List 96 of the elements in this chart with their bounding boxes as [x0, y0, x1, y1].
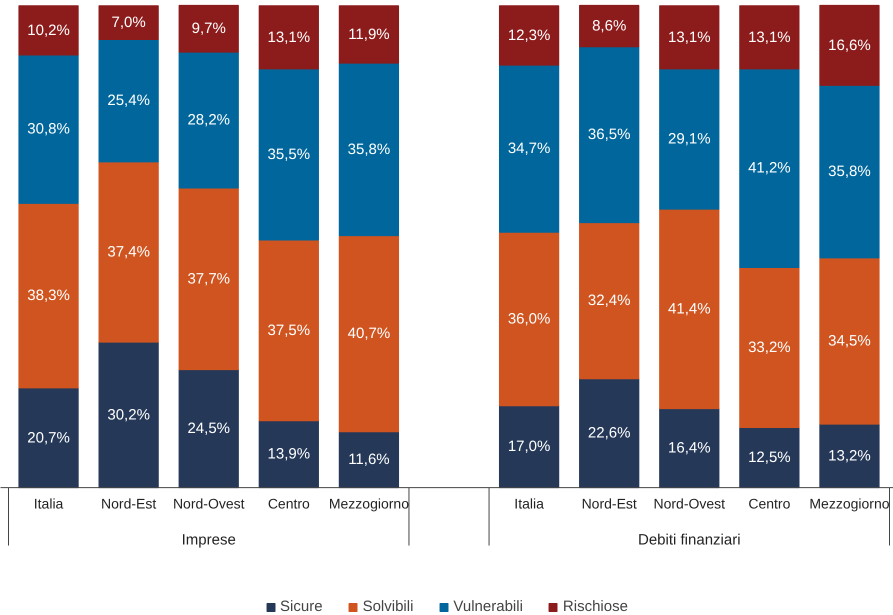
data-label: 36,0% [508, 310, 550, 328]
data-label: 7,0% [112, 14, 146, 32]
bar [739, 426, 800, 488]
x-tick-label: Mezzogiorno [809, 496, 890, 512]
bar [498, 5, 560, 66]
bar [178, 52, 239, 188]
data-label: 36,5% [588, 126, 630, 144]
bar [98, 5, 159, 40]
data-label: 40,7% [348, 325, 390, 342]
bar [579, 46, 640, 224]
x-tick-label: Mezzogiorno [328, 496, 410, 512]
data-label: 37,7% [187, 270, 230, 288]
data-label: 12,3% [508, 26, 550, 44]
bar [18, 5, 79, 56]
data-label: 8,6% [592, 18, 626, 35]
x-tick-label: Centro [748, 496, 791, 512]
data-label: 12,5% [748, 449, 791, 466]
data-label: 13,1% [668, 28, 711, 46]
data-label: 28,2% [187, 112, 230, 129]
x-tick-label: Nord-Est [582, 496, 637, 512]
bar [18, 202, 79, 388]
bar [739, 68, 800, 268]
bar [659, 208, 720, 410]
data-label: 37,4% [107, 244, 150, 261]
data-label: 35,8% [828, 163, 871, 180]
bar [659, 68, 720, 210]
data-label: 41,4% [668, 300, 711, 318]
data-label: 34,7% [508, 140, 550, 158]
legend-label: Rischiose [562, 598, 628, 615]
bar [819, 424, 880, 488]
data-label: 13,9% [268, 446, 310, 463]
data-label: 13,2% [828, 447, 871, 464]
data-label: 11,6% [348, 451, 390, 468]
bar [819, 4, 880, 86]
bar [338, 62, 400, 236]
data-label: 41,2% [748, 160, 791, 177]
bar [98, 161, 159, 343]
bar [739, 266, 800, 428]
data-label: 24,5% [187, 420, 230, 438]
bar [18, 387, 79, 488]
bar [659, 408, 720, 488]
data-label: 32,4% [588, 292, 630, 310]
bar [819, 257, 880, 425]
x-tick-label: Nord-Ovest [172, 496, 245, 512]
data-label: 17,0% [508, 438, 550, 456]
bar [498, 64, 560, 233]
bar [579, 4, 640, 48]
bar [178, 369, 239, 488]
bar [338, 431, 400, 488]
data-label: 35,5% [268, 146, 310, 163]
bar [178, 4, 239, 53]
legend-label: Sicure [280, 598, 323, 615]
bar [178, 187, 239, 370]
legend-label: Vulnerabili [453, 598, 523, 615]
text: Debiti finanziari [638, 531, 741, 548]
bar [579, 378, 640, 488]
data-label: 37,5% [268, 322, 310, 339]
bar [819, 84, 880, 258]
data-label: 30,8% [27, 120, 70, 138]
data-label: 20,7% [27, 429, 70, 446]
bar [338, 235, 400, 432]
bar [579, 222, 640, 380]
data-label: 25,4% [107, 92, 150, 110]
bar [258, 420, 319, 488]
bar [498, 232, 560, 406]
data-label: 29,1% [668, 130, 711, 148]
bar [498, 405, 560, 488]
bar [98, 39, 159, 162]
x-tick-label: Nord-Est [101, 496, 156, 512]
data-label: 16,4% [668, 440, 711, 457]
bar [98, 342, 159, 488]
x-tick-label: Nord-Ovest [653, 496, 726, 512]
legend-label: Solvibili [362, 598, 414, 615]
x-tick-label: Italia [514, 496, 544, 512]
data-label: 10,2% [27, 22, 70, 39]
data-label: 9,7% [192, 20, 226, 38]
bar [258, 68, 319, 240]
data-label: 33,2% [748, 338, 791, 356]
x-tick-label: Italia [34, 496, 64, 512]
bar [18, 54, 79, 204]
data-label: 16,6% [828, 36, 871, 54]
data-label: 13,1% [748, 28, 791, 46]
text: Imprese [182, 531, 236, 548]
data-label: 11,9% [348, 26, 390, 43]
bar [338, 5, 400, 64]
data-label: 35,8% [348, 140, 390, 158]
bar [739, 5, 800, 70]
bar [258, 239, 319, 422]
x-tick-label: Centro [268, 496, 310, 512]
data-label: 30,2% [107, 406, 150, 424]
data-label: 34,5% [828, 332, 871, 350]
bar [659, 5, 720, 70]
data-label: 13,1% [268, 28, 310, 46]
bar [258, 5, 319, 70]
data-label: 22,6% [588, 424, 630, 442]
data-label: 38,3% [27, 287, 70, 304]
